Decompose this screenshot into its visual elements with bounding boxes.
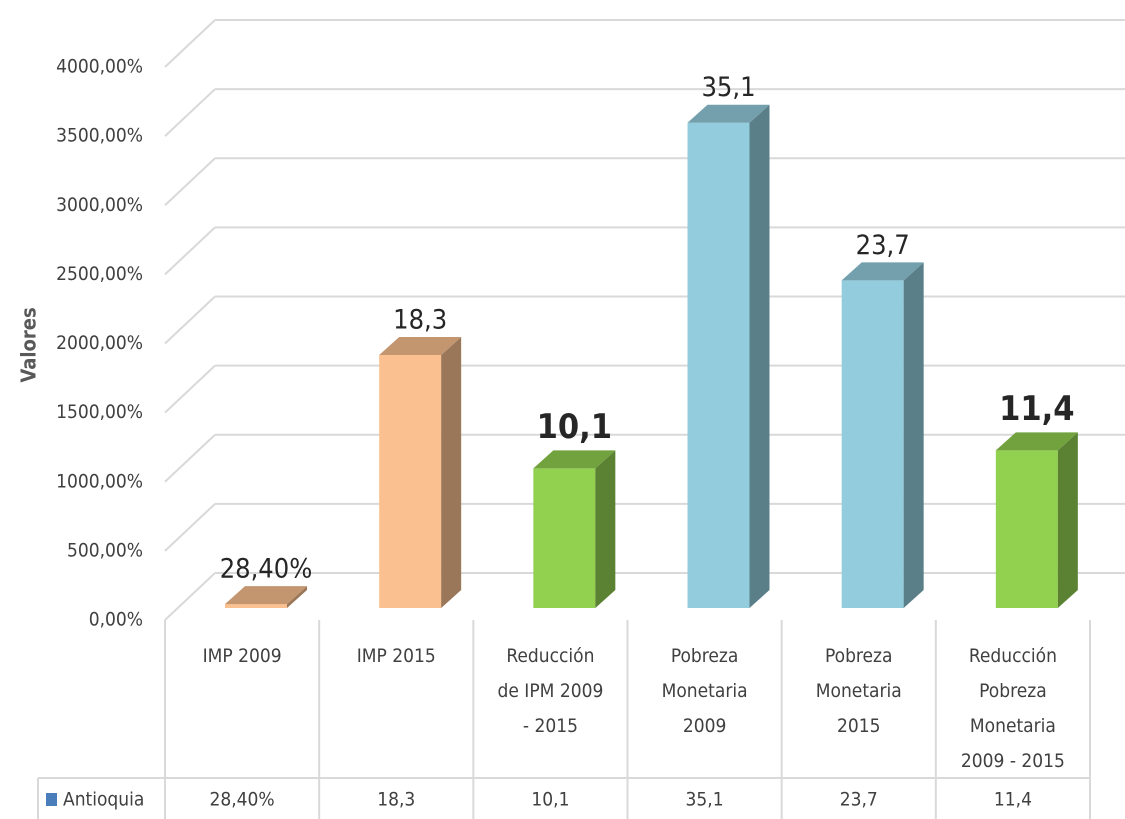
value-label: 35,1 (701, 72, 755, 103)
legend-label: Antioquia (63, 789, 144, 811)
grid-line (164, 572, 216, 621)
x-tick-label: IMP 2015 (357, 645, 436, 667)
value-label: 23,7 (856, 230, 910, 261)
value-label: 28,40% (220, 554, 313, 585)
y-tick-label: 2500,00% (56, 263, 143, 285)
bar-front (995, 450, 1058, 608)
bar-top (225, 586, 307, 605)
y-tick-label: 1000,00% (56, 470, 143, 492)
value-label: 10,1 (537, 407, 612, 447)
bar-top (687, 104, 770, 123)
bar-side (595, 450, 616, 608)
y-tick-label: 0,00% (89, 609, 143, 631)
y-axis-label: Valores (17, 307, 41, 382)
x-tick-label: Reducción Pobreza Monetaria 2009 - 2015 (961, 645, 1065, 772)
bar (379, 337, 462, 608)
grid-line (164, 88, 216, 137)
grid-line (164, 364, 216, 414)
y-tick-label: 4000,00% (56, 56, 143, 78)
bar (995, 432, 1078, 608)
grid-line (164, 434, 216, 483)
bar-top (533, 450, 616, 469)
y-tick-label: 2000,00% (56, 332, 143, 354)
bar-side (1057, 432, 1078, 608)
bar-top (379, 337, 462, 356)
bar-side (287, 586, 307, 608)
x-tick-label: IMP 2009 (203, 645, 282, 667)
bar-front (687, 122, 750, 609)
bar-top (841, 262, 924, 281)
bar-front (379, 355, 442, 608)
y-tick-label: 3500,00% (56, 125, 143, 147)
grid-line (164, 226, 216, 276)
table-value: 10,1 (531, 789, 569, 811)
x-tick-label: Pobreza Monetaria 2015 (816, 645, 902, 737)
bar (533, 450, 616, 608)
bar-side (441, 337, 462, 608)
bar-front (533, 468, 596, 608)
bar-side (749, 104, 770, 609)
bar (225, 586, 307, 608)
y-tick-label: 500,00% (67, 539, 143, 561)
table-value: 28,40% (209, 789, 274, 811)
x-tick-label: Reducción de IPM 2009- 2015 (498, 645, 604, 737)
grid-line (164, 157, 216, 206)
value-label: 11,4 (999, 389, 1074, 429)
table-value: 23,7 (840, 789, 878, 811)
grid-line (164, 19, 216, 68)
bar-top (995, 432, 1078, 451)
table-value: 18,3 (377, 789, 415, 811)
value-label: 18,3 (393, 305, 447, 336)
bar (687, 104, 770, 609)
bar-front (841, 280, 904, 608)
grid-line (164, 503, 216, 552)
x-tick-label: Pobreza Monetaria 2009 (662, 645, 748, 737)
grid-line (164, 295, 216, 345)
table-value: 11,4 (994, 789, 1032, 811)
y-tick-label: 1500,00% (56, 401, 143, 423)
bar (841, 262, 924, 608)
bar-front (225, 604, 287, 608)
legend-swatch (46, 793, 57, 806)
table-value: 35,1 (686, 789, 724, 811)
y-tick-label: 3000,00% (56, 194, 143, 216)
bar-side (903, 262, 924, 608)
